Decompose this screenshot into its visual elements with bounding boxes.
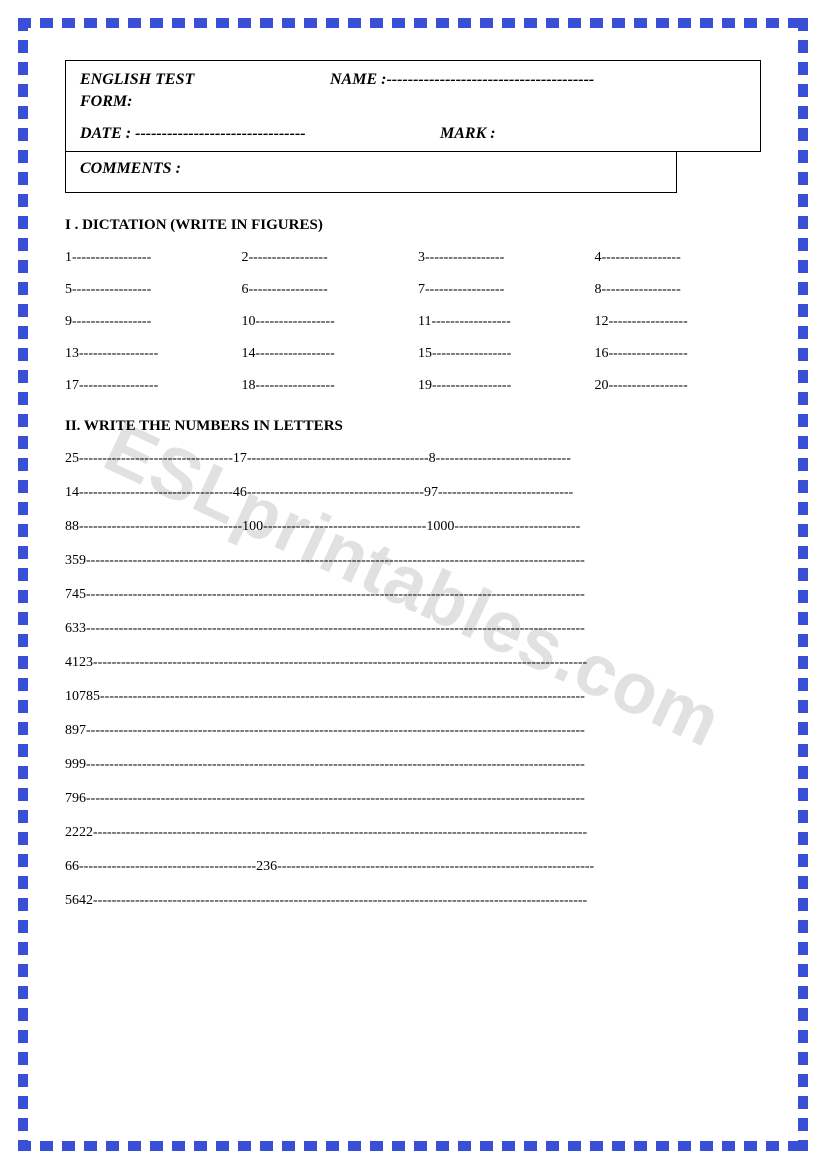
dict-cell: 2----------------- — [242, 250, 409, 266]
dict-cell: 14----------------- — [242, 346, 409, 362]
dict-cell: 10----------------- — [242, 314, 409, 330]
label-mark: MARK : — [440, 125, 496, 143]
letters-row: 897-------------------------------------… — [65, 723, 761, 739]
header-box: ENGLISH TEST NAME :---------------------… — [65, 60, 761, 152]
section2-title: II. WRITE THE NUMBERS IN LETTERS — [65, 418, 761, 435]
label-english-test: ENGLISH TEST — [80, 71, 330, 89]
dict-cell: 3----------------- — [418, 250, 585, 266]
letters-row: 4123------------------------------------… — [65, 655, 761, 671]
dict-cell: 4----------------- — [595, 250, 762, 266]
letters-row: 2222------------------------------------… — [65, 825, 761, 841]
dict-cell: 7----------------- — [418, 282, 585, 298]
letters-row: 745-------------------------------------… — [65, 587, 761, 603]
dict-cell: 1----------------- — [65, 250, 232, 266]
worksheet-content: ENGLISH TEST NAME :---------------------… — [65, 60, 761, 1109]
dict-cell: 18----------------- — [242, 378, 409, 394]
dict-cell: 9----------------- — [65, 314, 232, 330]
dict-cell: 6----------------- — [242, 282, 409, 298]
letters-row: 10785-----------------------------------… — [65, 689, 761, 705]
section1-title: I . DICTATION (WRITE IN FIGURES) — [65, 217, 761, 234]
letters-row: 796-------------------------------------… — [65, 791, 761, 807]
label-comments: COMMENTS : — [80, 160, 181, 177]
label-form: FORM: — [80, 93, 746, 111]
letters-row: 999-------------------------------------… — [65, 757, 761, 773]
letters-row: 359-------------------------------------… — [65, 553, 761, 569]
dict-cell: 11----------------- — [418, 314, 585, 330]
dict-cell: 20----------------- — [595, 378, 762, 394]
letters-row: 5642------------------------------------… — [65, 893, 761, 909]
dict-cell: 16----------------- — [595, 346, 762, 362]
dict-cell: 12----------------- — [595, 314, 762, 330]
letters-row: 66--------------------------------------… — [65, 859, 761, 875]
comments-box: COMMENTS : — [65, 152, 677, 193]
label-name: NAME :----------------------------------… — [330, 71, 594, 89]
dict-cell: 19----------------- — [418, 378, 585, 394]
label-date: DATE : -------------------------------- — [80, 125, 440, 143]
dict-cell: 17----------------- — [65, 378, 232, 394]
letters-row: 633-------------------------------------… — [65, 621, 761, 637]
letters-list: 25---------------------------------17---… — [65, 451, 761, 909]
dict-cell: 8----------------- — [595, 282, 762, 298]
dictation-grid: 1----------------- 2----------------- 3-… — [65, 250, 761, 394]
letters-row: 88-----------------------------------100… — [65, 519, 761, 535]
dict-cell: 5----------------- — [65, 282, 232, 298]
letters-row: 25---------------------------------17---… — [65, 451, 761, 467]
letters-row: 14---------------------------------46---… — [65, 485, 761, 501]
dict-cell: 15----------------- — [418, 346, 585, 362]
dict-cell: 13----------------- — [65, 346, 232, 362]
